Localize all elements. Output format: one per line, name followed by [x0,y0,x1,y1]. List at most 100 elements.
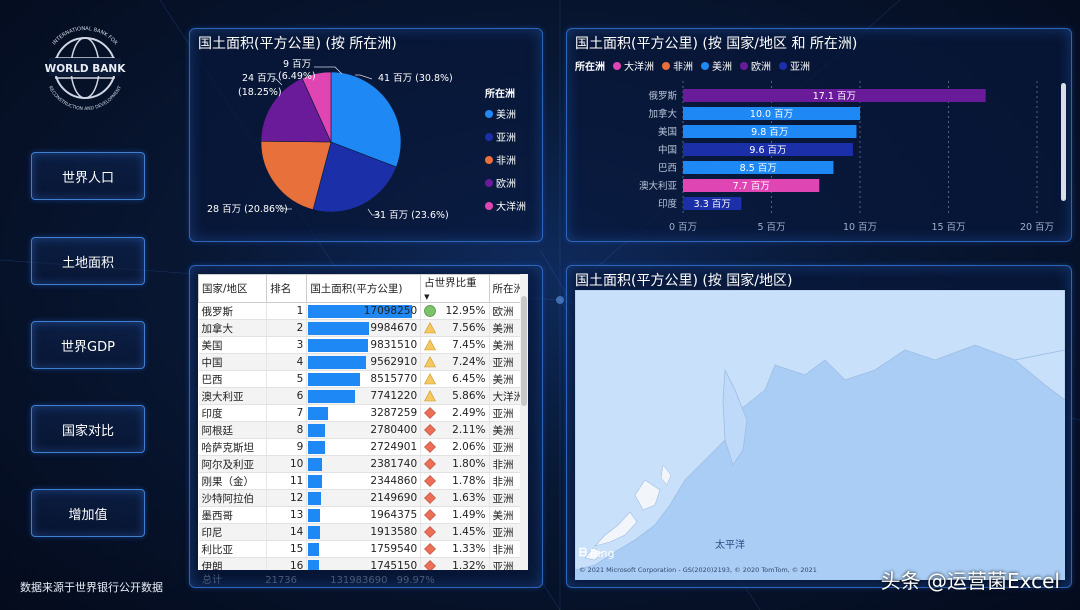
table-row[interactable]: 加拿大 2 9984670 7.56% 美洲 [198,319,528,337]
diamond-indicator-icon [424,543,437,555]
table-row[interactable]: 澳大利亚 6 7741220 5.86% 大洋洲 [198,387,528,405]
cell-area: 9831510 [306,336,422,354]
nav-button-country-compare[interactable]: 国家对比 [31,405,145,453]
cell-rank: 7 [266,404,308,422]
country-table[interactable]: 国家/地区 排名 国土面积(平方公里) 占世界比重 ▼ 所在洲 俄罗斯 1 17098… [198,274,528,570]
cell-area: 9562910 [306,353,422,371]
map-attribution: © 2021 Microsoft Corporation - GS(2020)2… [579,566,817,574]
cell-area: 8515770 [306,370,422,388]
pie-label-asia: 31 百万 (23.6%) [374,210,449,221]
map-view[interactable]: 太平洋 ᗷ Bing © 2021 Microsoft Corporation -… [575,290,1065,580]
legend-dot-icon [613,61,621,70]
nav-button-population[interactable]: 世界人口 [31,152,145,200]
table-scrollbar[interactable] [520,274,528,570]
nav-button-gdp[interactable]: 世界GDP [31,321,145,369]
cell-share: 1.45% [420,523,490,541]
pie-chart[interactable]: 41 百万 (30.8%) 31 百万 (23.6%) 28 百万 (20.86… [190,29,542,241]
bar-1[interactable] [683,107,860,120]
bar-legend-europe[interactable]: 欧洲 [740,58,771,73]
table-row[interactable]: 刚果（金） 11 2344860 1.78% 非洲 [198,472,528,490]
bar-6[interactable] [683,197,742,210]
table-row[interactable]: 俄罗斯 1 17098250 12.95% 欧洲 [198,302,528,320]
table-row[interactable]: 利比亚 15 1759540 1.33% 非洲 [198,540,528,558]
cell-area: 9984670 [306,319,422,337]
area-data-bar [308,526,321,539]
pie-chart-panel[interactable]: 国土面积(平方公里) (按 所在洲) 41 百万 (30.8%) 31 百万 (… [189,28,543,242]
cell-share: 2.06% [420,438,490,456]
bar-value-label: 17.1 百万 [813,91,856,102]
cell-continent: 亚洲 [489,523,528,541]
pie-legend-americas[interactable]: 美洲 [485,106,526,121]
bar-4[interactable] [683,161,834,174]
bar-legend-africa[interactable]: 非洲 [662,58,693,73]
bar-chart-panel[interactable]: 国土面积(平方公里) (按 国家/地区 和 所在洲) 所在洲 大洋洲 非洲 美洲… [566,28,1072,242]
bar-legend-americas[interactable]: 美洲 [701,58,732,73]
cell-area: 2344860 [306,472,422,490]
area-data-bar [308,492,322,505]
pie-slice-0[interactable] [330,71,402,168]
svg-text:INTERNATIONAL BANK FOR: INTERNATIONAL BANK FOR [52,26,119,47]
pie-slice-2[interactable] [260,140,332,211]
cell-country: 阿根廷 [198,421,268,439]
table-scroll-thumb[interactable] [521,296,527,406]
table-row[interactable]: 阿尔及利亚 10 2381740 1.80% 非洲 [198,455,528,473]
bar-value-label: 9.6 百万 [749,145,786,156]
bar-legend-asia[interactable]: 亚洲 [779,58,810,73]
bar-0[interactable] [683,89,986,102]
nav-button-land-area[interactable]: 土地面积 [31,237,145,285]
area-data-bar [308,560,320,570]
bar-5[interactable] [683,179,820,192]
pie-legend-oceania[interactable]: 大洋洲 [485,198,526,213]
cell-rank: 8 [266,421,308,439]
legend-dot-icon [740,61,748,70]
table-row[interactable]: 墨西哥 13 1964375 1.49% 美洲 [198,506,528,524]
cell-area: 3287259 [306,404,422,422]
bar-3[interactable] [683,143,853,156]
pie-label-europe-1: 24 百万 [242,73,276,84]
cell-rank: 15 [266,540,308,558]
bar-legend: 所在洲 大洋洲 非洲 美洲 欧洲 亚洲 [575,58,810,73]
cell-continent: 美洲 [489,421,528,439]
cell-country: 刚果（金） [198,472,268,490]
table-row[interactable]: 阿根廷 8 2780400 2.11% 美洲 [198,421,528,439]
cell-share: 7.56% [420,319,490,337]
bar-legend-title: 所在洲 [575,62,605,73]
bar-chart-scrollbar[interactable] [1061,83,1066,201]
map-canvas[interactable]: 太平洋 [575,290,1065,580]
bar-legend-oceania[interactable]: 大洋洲 [613,58,654,73]
pie-legend-africa[interactable]: 非洲 [485,152,526,167]
table-panel[interactable]: 国家/地区 排名 国土面积(平方公里) 占世界比重 ▼ 所在洲 俄罗斯 1 17098… [189,265,543,588]
table-row[interactable]: 哈萨克斯坦 9 2724901 2.06% 亚洲 [198,438,528,456]
world-bank-logo: WORLD BANK INTERNATIONAL BANK FOR RECONS… [45,26,127,112]
col-header-share[interactable]: 占世界比重 ▼ [420,274,490,303]
col-header-country[interactable]: 国家/地区 [198,274,268,303]
map-panel[interactable]: 国土面积(平方公里) (按 国家/地区) 太平洋 ᗷ Bing © 2021 Mi… [566,265,1072,588]
pie-label-europe-2: (18.25%) [238,87,282,98]
table-row[interactable]: 伊朗 16 1745150 1.32% 亚洲 [198,557,528,570]
pie-legend-europe[interactable]: 欧洲 [485,175,526,190]
pie-slice-3[interactable] [260,77,332,143]
table-row[interactable]: 巴西 5 8515770 6.45% 美洲 [198,370,528,388]
col-header-rank[interactable]: 排名 [266,274,308,303]
col-header-area[interactable]: 国土面积(平方公里) [306,274,422,303]
cell-share: 5.86% [420,387,490,405]
table-row[interactable]: 中国 4 9562910 7.24% 亚洲 [198,353,528,371]
ocean-label: 太平洋 [715,538,745,551]
table-row[interactable]: 沙特阿拉伯 12 2149690 1.63% 亚洲 [198,489,528,507]
table-row[interactable]: 印度 7 3287259 2.49% 亚洲 [198,404,528,422]
col-header-continent[interactable]: 所在洲 [488,274,528,303]
nav-button-value-added[interactable]: 增加值 [31,489,145,537]
cell-area: 17098250 [306,302,422,320]
pie-slice-4[interactable] [301,71,332,143]
table-row[interactable]: 美国 3 9831510 7.45% 美洲 [198,336,528,354]
pie-slice-1[interactable] [312,141,397,213]
cell-area: 1913580 [306,523,422,541]
legend-dot-icon [485,155,493,164]
bar-category-label: 巴西 [658,163,677,174]
table-row[interactable]: 印尼 14 1913580 1.45% 亚洲 [198,523,528,541]
bar-2[interactable] [683,125,857,138]
pie-legend-asia[interactable]: 亚洲 [485,129,526,144]
area-data-bar [308,373,361,386]
cell-share: 2.11% [420,421,490,439]
